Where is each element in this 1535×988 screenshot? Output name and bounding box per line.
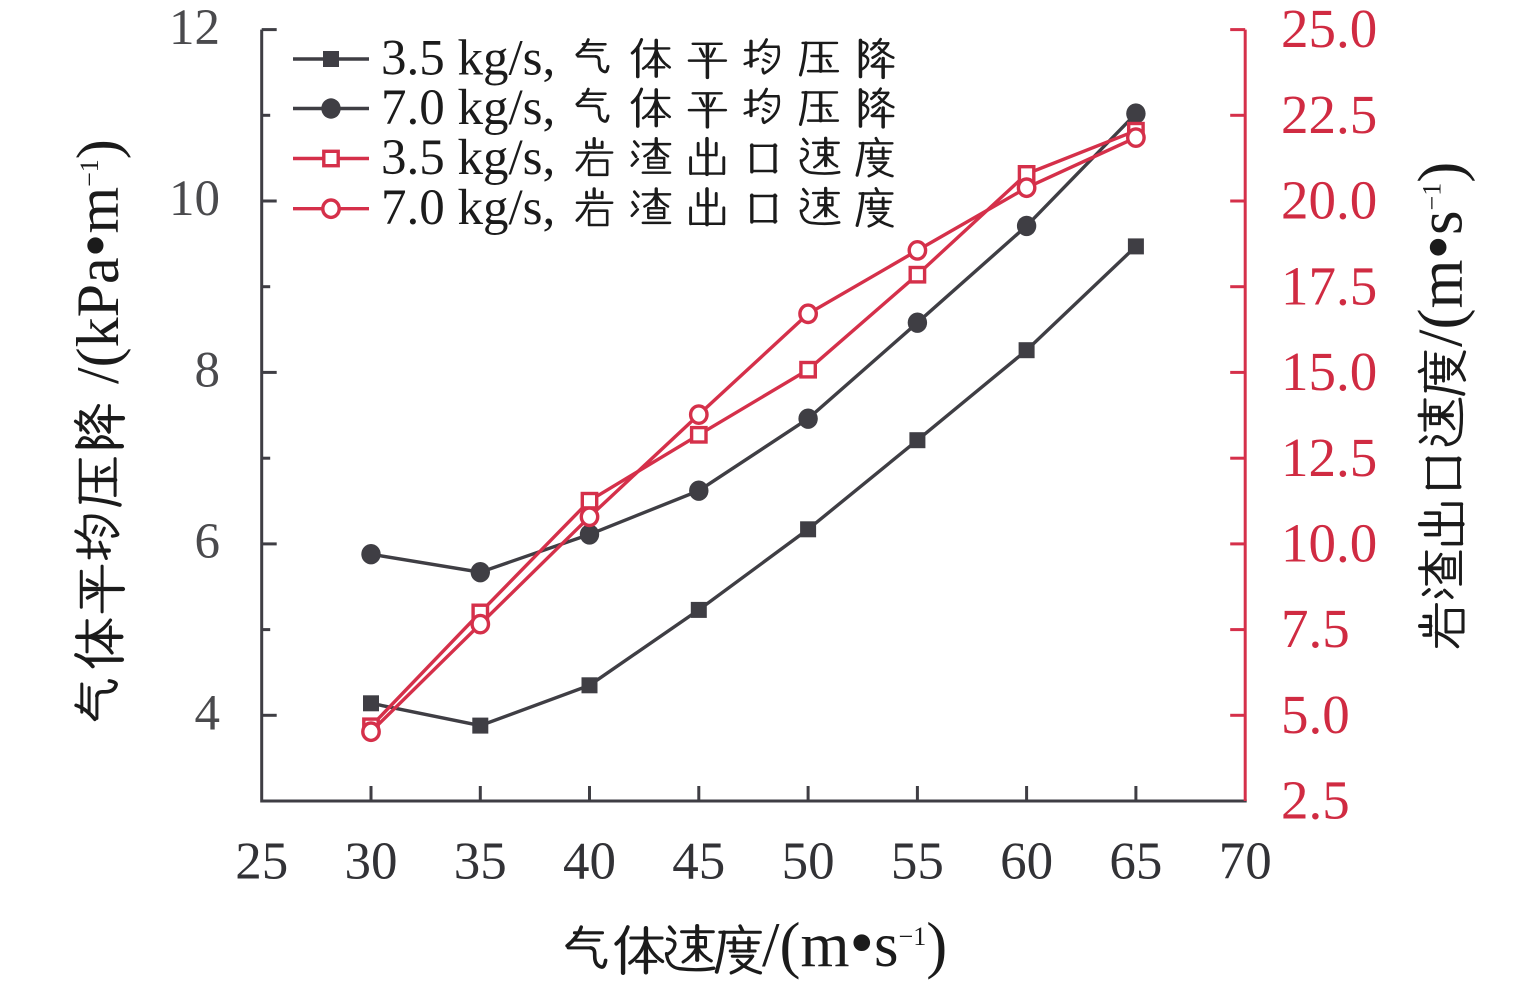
svg-text:3.5 kg/s,: 3.5 kg/s,	[381, 130, 555, 186]
svg-text:20.0: 20.0	[1281, 170, 1377, 231]
svg-text:25: 25	[235, 833, 288, 891]
svg-text:65: 65	[1109, 833, 1162, 891]
svg-text:6: 6	[195, 514, 221, 570]
svg-text:7.0 kg/s,: 7.0 kg/s,	[381, 80, 555, 136]
svg-text:3.5 kg/s,: 3.5 kg/s,	[381, 31, 555, 87]
svg-text:12.5: 12.5	[1281, 427, 1377, 488]
svg-text:55: 55	[891, 833, 944, 891]
svg-text:17.5: 17.5	[1281, 255, 1377, 316]
svg-text:5.0: 5.0	[1281, 684, 1350, 745]
svg-text:10.0: 10.0	[1281, 513, 1377, 574]
svg-text:35: 35	[454, 833, 507, 891]
svg-text:8: 8	[195, 343, 221, 399]
svg-text:2.5: 2.5	[1281, 770, 1350, 831]
svg-text:15.0: 15.0	[1281, 341, 1377, 402]
svg-text:50: 50	[782, 833, 835, 891]
svg-text:4: 4	[195, 686, 221, 742]
svg-text:60: 60	[1000, 833, 1053, 891]
svg-text:70: 70	[1219, 833, 1272, 891]
svg-text:12: 12	[169, 0, 220, 56]
svg-text:10: 10	[169, 171, 220, 227]
svg-text:25.0: 25.0	[1281, 0, 1377, 59]
svg-text:45: 45	[672, 833, 725, 891]
svg-text:7.0 kg/s,: 7.0 kg/s,	[381, 180, 555, 236]
svg-text:7.5: 7.5	[1281, 598, 1350, 659]
svg-text:22.5: 22.5	[1281, 84, 1377, 145]
svg-text:30: 30	[345, 833, 398, 891]
svg-text:40: 40	[563, 833, 616, 891]
